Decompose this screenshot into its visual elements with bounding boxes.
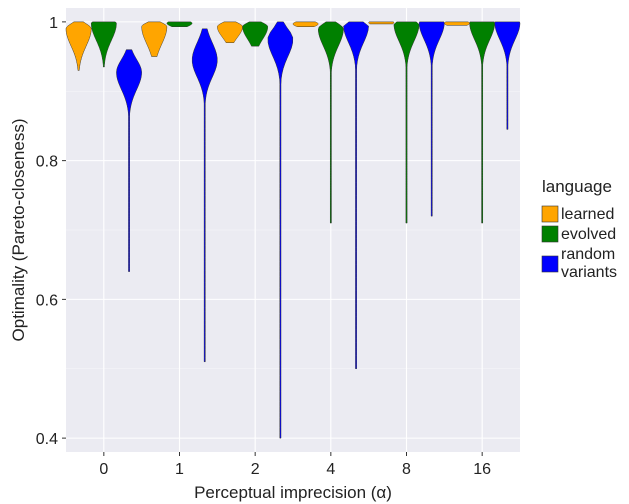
x-axis-title: Perceptual imprecision (α)	[194, 483, 392, 502]
axis-ticks: 0.4 0.6 0.8 1 0 1 2 4 8 16	[36, 15, 491, 478]
legend-label-line: learned	[561, 206, 614, 223]
violin-evolved-1	[166, 21, 193, 27]
y-tick-label: 0.4	[36, 431, 58, 448]
violin-evolved-0	[90, 21, 117, 68]
legend-title: language	[542, 177, 612, 196]
y-tick-label: 0.6	[36, 292, 58, 309]
violin-random-variants-1	[191, 28, 218, 363]
legend-key	[541, 225, 559, 243]
violin-evolved-4	[317, 21, 344, 224]
violin-evolved-8	[393, 21, 420, 224]
x-tick-label: 4	[326, 461, 335, 478]
legend-label-line: evolved	[561, 226, 616, 243]
violin-random-variants-0	[116, 49, 142, 272]
y-tick-label: 1	[49, 15, 58, 32]
x-tick-label: 2	[251, 461, 260, 478]
violin-learned-4	[292, 21, 319, 27]
violin-random-variants-8	[418, 21, 445, 217]
y-tick-label: 0.8	[36, 154, 58, 171]
legend-label: random variants	[561, 246, 617, 281]
violin-evolved-2	[242, 21, 269, 47]
legend-key	[541, 205, 559, 223]
legend-label-line: variants	[561, 264, 617, 281]
x-tick-label: 0	[99, 461, 108, 478]
violin-learned-16	[444, 21, 470, 26]
violin-random-variants-16	[494, 21, 521, 130]
violin-learned-0	[65, 21, 92, 71]
x-tick-label: 1	[175, 461, 184, 478]
legend-key	[541, 255, 559, 273]
violin-random-variants-2	[267, 21, 294, 439]
legend: language learned evolved random variants	[541, 177, 617, 281]
violin-learned-2	[217, 21, 243, 43]
violin-learned-1	[141, 21, 168, 57]
legend-label: learned	[561, 206, 614, 223]
x-tick-label: 16	[473, 461, 491, 478]
violins	[65, 21, 521, 439]
violin-learned-8	[368, 21, 395, 25]
y-axis-title: Optimality (Pareto-closeness)	[9, 119, 28, 342]
grid-lines	[66, 8, 520, 452]
x-tick-label: 8	[402, 461, 411, 478]
legend-label: evolved	[561, 226, 616, 243]
violin-evolved-16	[469, 21, 495, 224]
violin-random-variants-4	[343, 21, 369, 369]
legend-label-line: random	[561, 246, 615, 263]
